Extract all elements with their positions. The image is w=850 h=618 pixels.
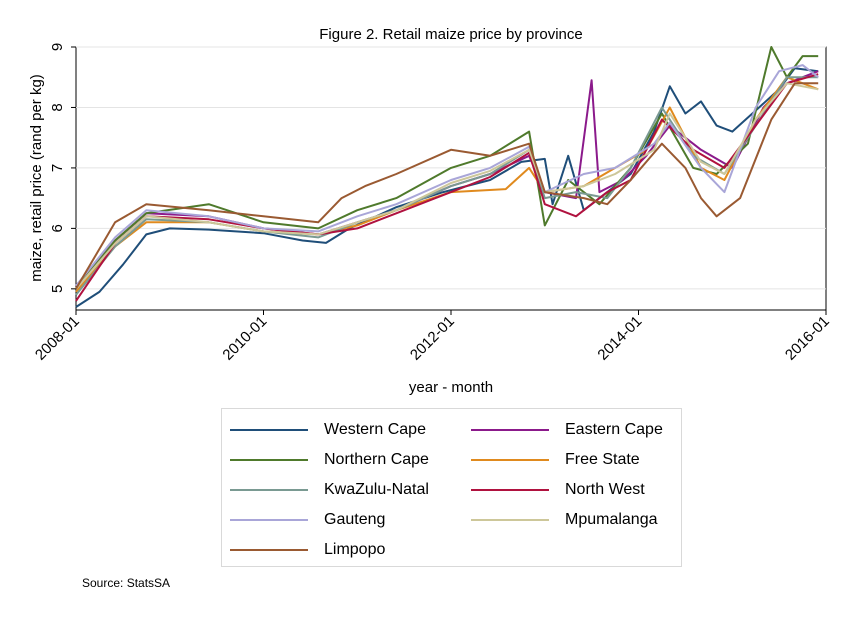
legend-swatch bbox=[230, 489, 308, 491]
legend-item-north-west: North West bbox=[471, 480, 645, 500]
legend-swatch bbox=[230, 429, 308, 431]
chart-title: Figure 2. Retail maize price by province bbox=[319, 26, 582, 43]
legend-label: KwaZulu-Natal bbox=[324, 481, 429, 498]
legend-item-free-state: Free State bbox=[471, 450, 640, 470]
x-tick-label: 2016-01 bbox=[782, 313, 833, 364]
series-line-western-cape bbox=[75, 67, 819, 308]
y-tick-label: 5 bbox=[49, 285, 66, 293]
y-tick-label: 7 bbox=[49, 164, 66, 172]
legend-swatch bbox=[230, 459, 308, 461]
legend-swatch bbox=[230, 549, 308, 551]
legend-item-mpumalanga: Mpumalanga bbox=[471, 510, 658, 530]
legend-label: Free State bbox=[565, 451, 640, 468]
series-line-mpumalanga bbox=[75, 82, 819, 290]
legend-label: Mpumalanga bbox=[565, 511, 658, 528]
legend: Western Cape Eastern Cape Northern Cape … bbox=[221, 408, 682, 567]
legend-swatch bbox=[471, 519, 549, 521]
legend-label: Western Cape bbox=[324, 421, 426, 438]
legend-item-northern-cape: Northern Cape bbox=[230, 450, 429, 470]
x-tick-label: 2010-01 bbox=[219, 313, 270, 364]
x-tick-label: 2014-01 bbox=[594, 313, 645, 364]
series-line-limpopo bbox=[75, 82, 819, 290]
x-axis: 2008-01 2010-01 2012-01 2014-01 2016-01 bbox=[32, 310, 833, 364]
legend-item-kwazulu-natal: KwaZulu-Natal bbox=[230, 480, 429, 500]
legend-item-limpopo: Limpopo bbox=[230, 540, 385, 560]
legend-swatch bbox=[471, 429, 549, 431]
legend-swatch bbox=[230, 519, 308, 521]
legend-label: Limpopo bbox=[324, 541, 386, 558]
legend-swatch bbox=[471, 489, 549, 491]
x-axis-label: year - month bbox=[409, 379, 493, 396]
y-tick-label: 8 bbox=[49, 103, 66, 111]
x-tick-label: 2008-01 bbox=[32, 313, 83, 364]
plot-area bbox=[75, 46, 827, 311]
series-line-north-west bbox=[75, 73, 819, 302]
series-line-northern-cape bbox=[75, 46, 819, 290]
legend-swatch bbox=[471, 459, 549, 461]
series-lines bbox=[75, 46, 819, 308]
legend-label: Gauteng bbox=[324, 511, 386, 528]
legend-item-gauteng: Gauteng bbox=[230, 510, 385, 530]
legend-label: Eastern Cape bbox=[565, 421, 663, 438]
x-tick-label: 2012-01 bbox=[407, 313, 458, 364]
y-tick-label: 6 bbox=[49, 224, 66, 232]
y-axis-label: maize, retail price (rand per kg) bbox=[28, 74, 45, 282]
y-tick-label: 9 bbox=[49, 43, 66, 51]
legend-label: North West bbox=[565, 481, 645, 498]
legend-item-western-cape: Western Cape bbox=[230, 420, 426, 440]
legend-label: Northern Cape bbox=[324, 451, 429, 468]
y-axis: 5 6 7 8 9 bbox=[49, 43, 76, 293]
legend-item-eastern-cape: Eastern Cape bbox=[471, 420, 663, 440]
source-note: Source: StatsSA bbox=[82, 576, 171, 590]
